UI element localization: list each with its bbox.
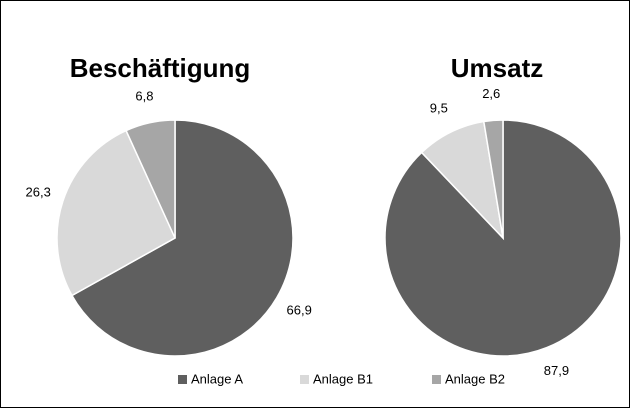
legend-swatch [300,375,309,384]
data-label: 9,5 [430,101,448,116]
pie-slice [125,119,176,239]
legend-swatch [178,375,187,384]
data-label: 6,8 [135,89,153,104]
data-label: 66,9 [287,302,312,317]
legend-label: Anlage B2 [445,371,505,386]
chart-title: Umsatz [451,53,543,83]
chart-title: Beschäftigung [70,53,251,83]
data-label: 26,3 [26,185,51,200]
data-label: 2,6 [482,86,500,101]
legend-label: Anlage B1 [313,371,373,386]
pie-slice [482,119,504,239]
pie-slice [56,129,176,297]
data-label: 87,9 [544,363,569,378]
pie-slice [70,119,294,357]
legend-swatch [432,375,441,384]
legend-label: Anlage A [191,371,243,386]
